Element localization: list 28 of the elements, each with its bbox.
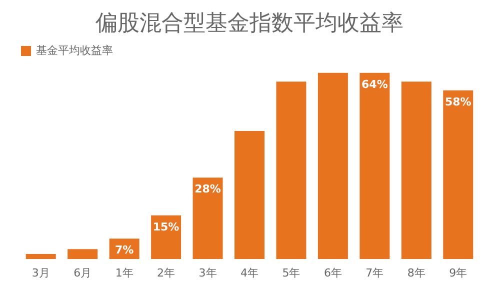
x-tick-label: 6年 (324, 266, 342, 280)
data-label: 15% (152, 220, 180, 234)
data-label: 7% (114, 244, 134, 257)
x-tick-label: 8年 (407, 266, 426, 280)
bar (151, 215, 182, 259)
data-label: 64% (362, 78, 388, 91)
x-tick-label: 2年 (157, 266, 176, 280)
x-tick-label: 4年 (240, 266, 258, 280)
x-tick-label: 9年 (449, 266, 468, 280)
x-tick-label: 1年 (115, 266, 134, 280)
bar (192, 178, 223, 259)
x-tick-label: 5年 (282, 266, 300, 280)
x-tick-label: 6月 (74, 266, 92, 280)
data-label: 28% (194, 182, 221, 196)
legend-label: 基金平均收益率 (36, 44, 113, 57)
bar (276, 82, 306, 259)
bar (360, 72, 390, 259)
x-tick-label: 7年 (366, 266, 384, 280)
bar (318, 72, 348, 259)
bar (401, 82, 432, 259)
bar (443, 90, 474, 259)
data-label: 58% (444, 95, 472, 108)
chart-title: 偏股混合型基金指数平均收益率 (96, 11, 404, 36)
bar (68, 249, 98, 259)
x-tick-label: 3年 (198, 266, 217, 280)
bar (234, 131, 264, 259)
bar (26, 254, 56, 259)
x-tick-label: 3月 (32, 266, 50, 280)
